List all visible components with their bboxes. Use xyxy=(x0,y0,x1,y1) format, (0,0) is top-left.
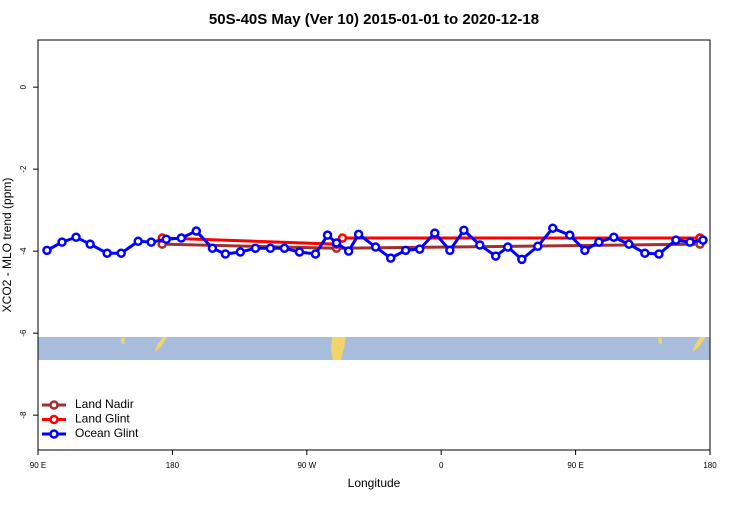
legend-item: Ocean Glint xyxy=(42,426,139,440)
map-band xyxy=(38,337,710,360)
series-line xyxy=(46,226,704,262)
data-point xyxy=(57,237,67,247)
chart-title: 50S-40S May (Ver 10) 2015-01-01 to 2020-… xyxy=(209,11,539,28)
series-line xyxy=(162,242,701,250)
y-tick-label: -6 xyxy=(19,329,28,337)
land-shape xyxy=(155,337,167,352)
data-point xyxy=(400,245,411,256)
data-point xyxy=(176,233,187,243)
y-tick-label: -8 xyxy=(19,411,28,419)
data-point xyxy=(146,237,156,247)
data-point xyxy=(191,226,202,236)
land-shape xyxy=(331,337,346,360)
y-tick-label: 0 xyxy=(19,84,28,89)
data-point xyxy=(624,239,634,249)
data-point xyxy=(343,246,354,256)
legend-marker xyxy=(49,400,59,410)
data-point xyxy=(430,228,440,238)
data-point xyxy=(42,245,52,256)
legend-label: Land Glint xyxy=(75,412,130,426)
data-point xyxy=(548,223,558,233)
data-point xyxy=(698,235,708,245)
data-point xyxy=(250,243,261,254)
data-point xyxy=(640,248,650,258)
data-point xyxy=(414,244,425,254)
data-point xyxy=(116,248,126,258)
data-point xyxy=(517,254,527,265)
data-point xyxy=(71,232,81,242)
legend-marker xyxy=(49,414,59,425)
x-tick-label: 90 E xyxy=(30,461,46,470)
land-shape xyxy=(121,338,125,344)
data-point xyxy=(503,242,513,252)
land-shape xyxy=(658,338,662,344)
data-point xyxy=(220,249,231,259)
x-axis-label: Longitude xyxy=(348,476,401,490)
data-point xyxy=(580,245,590,256)
data-point xyxy=(235,247,246,257)
legend-item: Land Glint xyxy=(42,412,130,426)
data-point xyxy=(654,249,664,259)
data-point xyxy=(565,230,575,240)
land-shape xyxy=(692,337,706,352)
data-point xyxy=(594,237,604,247)
data-point xyxy=(102,248,112,258)
data-point xyxy=(133,236,143,247)
legend-marker xyxy=(49,429,59,439)
data-point xyxy=(331,238,342,248)
data-point xyxy=(490,251,501,261)
x-tick-label: 90 W xyxy=(297,461,316,470)
data-point xyxy=(161,234,172,245)
data-point xyxy=(445,245,455,256)
x-tick-label: 90 E xyxy=(567,461,583,470)
ocean-band xyxy=(38,337,710,360)
data-point xyxy=(279,243,290,254)
y-tick-label: -2 xyxy=(19,165,28,173)
data-point xyxy=(85,239,95,249)
legend-label: Land Nadir xyxy=(75,397,134,411)
legend-label: Ocean Glint xyxy=(75,426,139,440)
data-point xyxy=(609,232,619,242)
x-tick-label: 0 xyxy=(439,461,444,470)
legend-item: Land Nadir xyxy=(42,397,134,411)
data-point xyxy=(533,241,543,251)
data-point xyxy=(353,229,364,240)
x-tick-label: 180 xyxy=(166,461,180,470)
data-point xyxy=(207,243,218,254)
data-point xyxy=(310,249,321,259)
plot-frame xyxy=(37,39,711,451)
data-point xyxy=(459,225,469,235)
data-point xyxy=(671,235,681,245)
data-point xyxy=(475,240,485,250)
data-point xyxy=(370,242,381,252)
data-point xyxy=(322,230,333,240)
data-point xyxy=(337,233,348,243)
y-axis-label: XCO2 - MLO trend (ppm) xyxy=(0,178,14,313)
data-point xyxy=(685,237,695,247)
x-tick-label: 180 xyxy=(703,461,717,470)
data-point xyxy=(265,243,276,254)
y-tick-label: -4 xyxy=(19,247,28,255)
data-point xyxy=(294,247,305,257)
data-point xyxy=(385,253,396,263)
